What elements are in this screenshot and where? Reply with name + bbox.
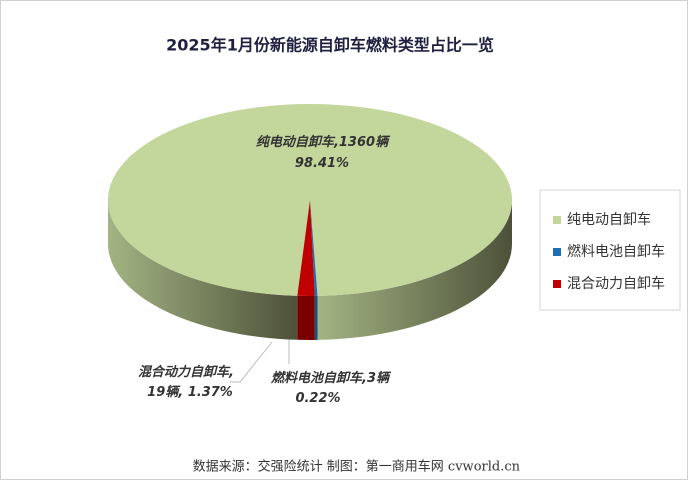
- data-label-part: 混合动力自卸车: [138, 364, 231, 380]
- slice-side: [297, 295, 315, 340]
- separator: ,: [228, 365, 234, 380]
- slice: [107, 104, 512, 296]
- data-label-part: 0.22%: [295, 391, 340, 406]
- data-label: 19辆, 1.37%: [147, 384, 233, 400]
- data-label: 燃料电池自卸车,3辆: [270, 370, 392, 386]
- legend-box: [539, 189, 681, 311]
- data-label: 混合动力自卸车,: [138, 364, 234, 380]
- chart-title: 2025年1月份新能源自卸车燃料类型占比一览: [166, 36, 494, 55]
- slice-side: [108, 200, 298, 340]
- slice: [297, 200, 315, 296]
- data-label-part: 19辆: [147, 384, 181, 400]
- legend-label: 混合动力自卸车: [567, 275, 665, 292]
- legend-label: 燃料电池自卸车: [567, 243, 665, 260]
- data-label-part: 燃料电池自卸车: [270, 370, 364, 386]
- data-label: 纯电动自卸车,1360辆: [256, 134, 391, 150]
- data-label-part: 98.41%: [295, 156, 349, 171]
- legend-swatch: [553, 280, 561, 288]
- data-label: 98.41%: [295, 156, 349, 171]
- data-label-part: 1360辆: [339, 134, 391, 150]
- data-label: 0.22%: [295, 391, 340, 406]
- separator: ,: [333, 135, 339, 150]
- data-label-part: 纯电动自卸车: [256, 134, 336, 150]
- separator: ,: [361, 371, 367, 386]
- source-note: 数据来源：交强险统计 制图：第一商用车网 cvworld.cn: [193, 459, 521, 475]
- legend-swatch: [553, 216, 561, 224]
- slice-side: [314, 295, 318, 340]
- slice: [310, 200, 318, 296]
- data-label-part: 3辆: [367, 370, 392, 386]
- legend-label: 纯电动自卸车: [567, 211, 651, 228]
- slice-side: [317, 200, 512, 340]
- legend-swatch: [553, 248, 561, 256]
- leader-line: [230, 341, 273, 383]
- data-label-part: 1.37%: [188, 385, 233, 400]
- separator: ,: [177, 385, 187, 400]
